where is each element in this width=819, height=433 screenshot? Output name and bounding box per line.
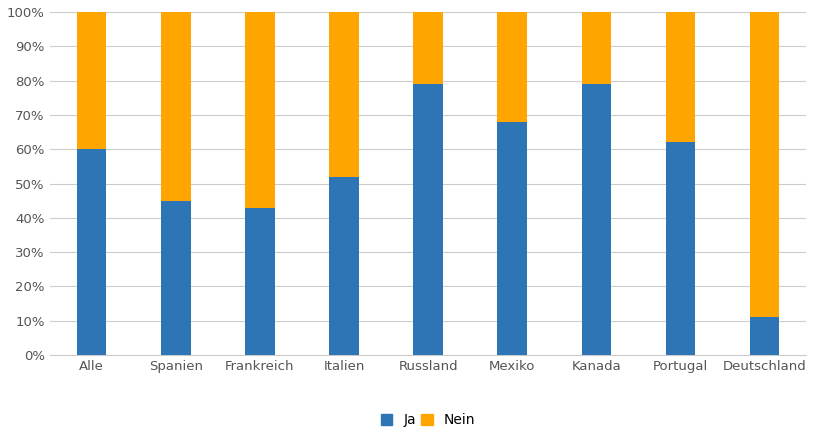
Bar bbox=[749, 12, 778, 317]
Bar bbox=[665, 12, 695, 142]
Bar bbox=[497, 122, 527, 355]
Bar bbox=[581, 12, 610, 84]
Bar bbox=[581, 84, 610, 355]
Bar bbox=[497, 12, 527, 122]
Bar bbox=[77, 12, 106, 149]
Bar bbox=[245, 207, 274, 355]
Bar bbox=[329, 177, 358, 355]
Bar bbox=[161, 200, 190, 355]
Bar bbox=[77, 149, 106, 355]
Bar bbox=[245, 12, 274, 207]
Bar bbox=[161, 12, 190, 200]
Bar bbox=[413, 84, 442, 355]
Bar bbox=[329, 12, 358, 177]
Bar bbox=[665, 142, 695, 355]
Bar bbox=[413, 12, 442, 84]
Bar bbox=[749, 317, 778, 355]
Legend: Ja, Nein: Ja, Nein bbox=[381, 414, 474, 427]
